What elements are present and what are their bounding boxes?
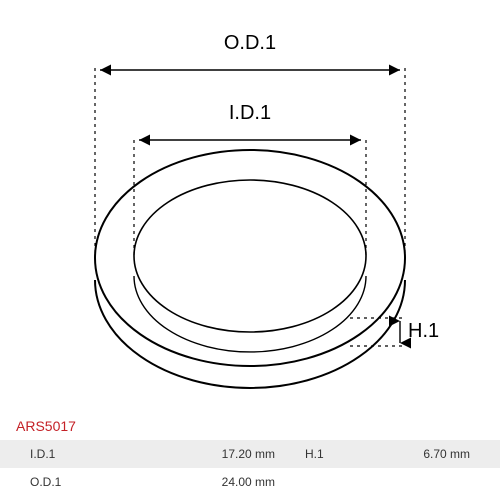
spec-id-label: I.D.1 <box>0 447 120 461</box>
h-label: H.1 <box>408 320 439 343</box>
table-row: O.D.1 24.00 mm <box>0 468 500 496</box>
spec-od-value: 24.00 mm <box>120 475 295 489</box>
od-label: O.D.1 <box>224 32 276 55</box>
spec-od-label: O.D.1 <box>0 475 120 489</box>
id-label: I.D.1 <box>229 102 271 125</box>
page: O.D.1 I.D.1 H.1 ARS5017 I.D.1 17.20 mm H… <box>0 0 500 500</box>
spec-table: I.D.1 17.20 mm H.1 6.70 mm O.D.1 24.00 m… <box>0 440 500 500</box>
spec-id-value: 17.20 mm <box>120 447 295 461</box>
part-number: ARS5017 <box>16 418 76 434</box>
spec-h-label: H.1 <box>295 447 375 461</box>
ring-drawing <box>0 0 500 410</box>
diagram-area: O.D.1 I.D.1 H.1 <box>0 0 500 410</box>
spec-h-value: 6.70 mm <box>375 447 500 461</box>
table-row: I.D.1 17.20 mm H.1 6.70 mm <box>0 440 500 468</box>
